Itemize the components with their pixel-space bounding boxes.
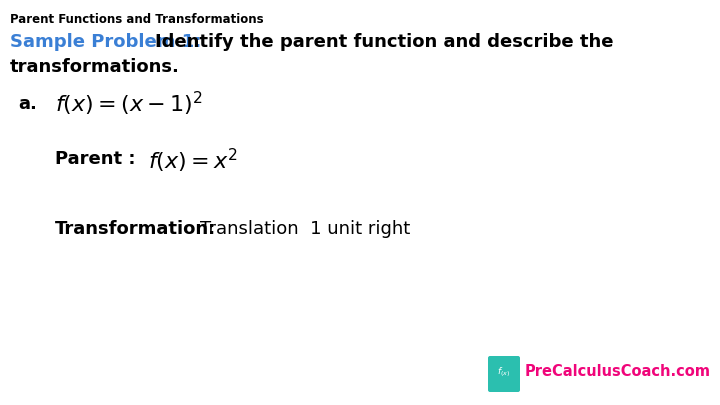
Text: Transformation:: Transformation:	[55, 220, 216, 238]
Text: Translation  1 unit right: Translation 1 unit right	[200, 220, 410, 238]
Text: PreCalculusCoach.com: PreCalculusCoach.com	[525, 364, 711, 379]
Text: Parent :: Parent :	[55, 150, 142, 168]
Text: a.: a.	[18, 95, 37, 113]
Text: Sample Problem 1:: Sample Problem 1:	[10, 33, 202, 51]
Text: transformations.: transformations.	[10, 58, 180, 76]
Text: $f_{(x)}$: $f_{(x)}$	[498, 365, 510, 379]
Text: $f(x) = (x-1)^2$: $f(x) = (x-1)^2$	[55, 90, 203, 118]
Text: Identify the parent function and describe the: Identify the parent function and describ…	[155, 33, 613, 51]
Text: $f(x) = x^2$: $f(x) = x^2$	[148, 147, 238, 175]
Text: Parent Functions and Transformations: Parent Functions and Transformations	[10, 13, 264, 26]
FancyBboxPatch shape	[488, 356, 520, 392]
